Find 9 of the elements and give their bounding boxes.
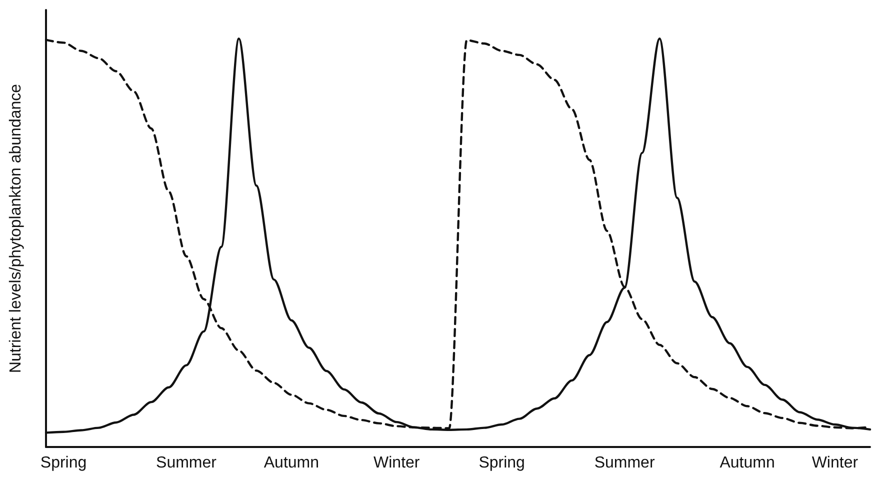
y-axis-title: Nutrient levels/phytoplankton abundance — [8, 84, 24, 374]
x-tick-label: Summer — [594, 454, 656, 472]
x-tick-label: Winter — [812, 454, 859, 472]
x-tick-label: Autumn — [264, 454, 320, 472]
x-tick-label: Spring — [478, 454, 525, 472]
x-tick-label: Summer — [156, 454, 218, 472]
x-tick-label: Spring — [40, 454, 87, 472]
x-tick-label: Autumn — [720, 454, 775, 472]
x-tick-label: Winter — [374, 454, 420, 472]
